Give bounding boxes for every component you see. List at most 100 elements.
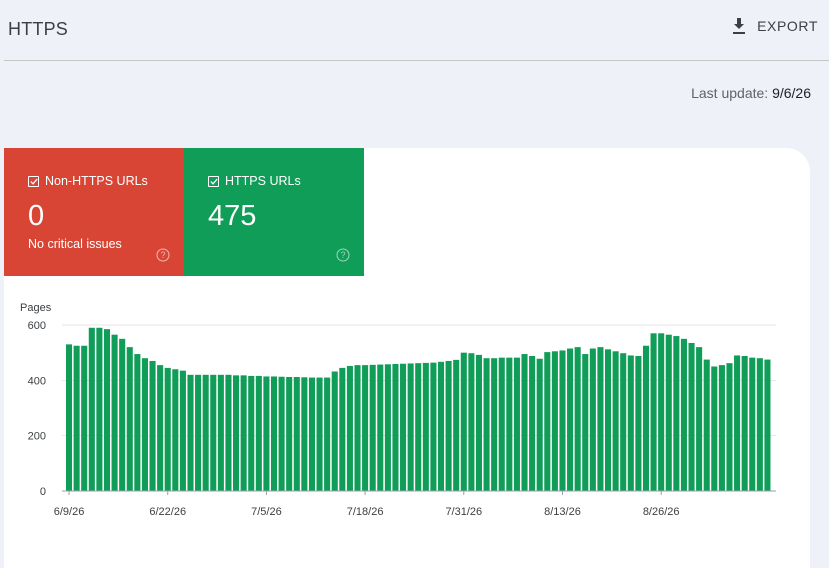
bar (164, 367, 171, 491)
bar (111, 334, 118, 491)
bar (293, 377, 300, 491)
bar (96, 327, 103, 491)
bar (718, 365, 725, 491)
y-tick-label: 0 (40, 486, 46, 498)
bar (369, 364, 376, 491)
bar (270, 376, 278, 491)
bar (483, 358, 490, 491)
tile-value: 0 (28, 200, 45, 232)
y-tick-label: 400 (28, 375, 46, 387)
bar (491, 358, 498, 491)
bar (66, 344, 73, 491)
bar (551, 351, 558, 491)
svg-text:?: ? (340, 250, 345, 260)
tile-https-urls[interactable]: HTTPS URLs 475 ? (184, 148, 364, 276)
bar (149, 360, 156, 491)
x-tick-label: 6/9/26 (54, 506, 85, 518)
bar (680, 338, 687, 491)
bar (460, 352, 467, 491)
bar (620, 353, 627, 491)
tile-non-https-urls[interactable]: Non-HTTPS URLs 0 No critical issues ? (4, 148, 184, 276)
page-title: HTTPS (8, 19, 69, 39)
bar (255, 375, 262, 491)
bar (134, 354, 141, 491)
bar (696, 347, 703, 491)
bar (187, 374, 194, 491)
bar (81, 345, 88, 491)
bar (475, 354, 483, 491)
bar (339, 367, 346, 491)
bar (437, 361, 445, 491)
bar (217, 374, 224, 491)
bar (635, 355, 642, 491)
bar (392, 364, 399, 491)
bar (650, 333, 657, 491)
tile-value: 475 (208, 200, 257, 232)
bar (749, 357, 756, 491)
bar (415, 363, 422, 491)
checkbox-checked-icon[interactable] (28, 175, 39, 187)
bar (536, 358, 543, 491)
bar (453, 359, 460, 491)
bar (240, 375, 247, 491)
bar (195, 374, 202, 491)
bar (119, 338, 126, 491)
y-axis-label: Pages (20, 302, 52, 314)
checkbox-checked-icon[interactable] (208, 175, 219, 187)
bar (658, 333, 665, 491)
download-icon (731, 17, 747, 35)
bar (445, 360, 452, 491)
bar (741, 355, 748, 491)
bar (377, 364, 384, 491)
bar (665, 334, 672, 491)
bar (278, 376, 285, 491)
bar (126, 347, 133, 491)
https-pages-chart: Pages 0 200 400 600 6/9/26 6/22/26 7/5/26 7/18/2… (20, 302, 776, 518)
help-icon[interactable]: ? (336, 248, 350, 262)
y-tick-label: 200 (28, 431, 46, 443)
help-icon[interactable]: ? (156, 248, 170, 262)
x-tick-label: 6/22/26 (149, 506, 186, 518)
bar (673, 336, 680, 491)
bar (734, 355, 741, 491)
export-button[interactable]: EXPORT (731, 17, 818, 35)
last-update-label: Last update: (691, 85, 769, 101)
bar (202, 374, 209, 491)
bar (324, 377, 331, 491)
bar (529, 355, 536, 491)
bar (263, 376, 270, 491)
bar (430, 362, 437, 491)
x-tick-label: 8/26/26 (643, 506, 680, 518)
tile-label: Non-HTTPS URLs (45, 174, 148, 188)
bar (73, 345, 80, 491)
bar (179, 370, 186, 491)
bar (225, 374, 232, 491)
export-label: EXPORT (757, 18, 818, 34)
bar (88, 327, 95, 491)
tile-label: HTTPS URLs (225, 174, 301, 188)
bar (407, 363, 414, 491)
last-update-date: 9/6/26 (772, 85, 811, 101)
bar (582, 354, 589, 491)
bar (498, 357, 505, 491)
bar (157, 365, 164, 491)
bar (627, 355, 634, 491)
bar (589, 348, 596, 491)
bar (331, 371, 338, 491)
bar (574, 347, 581, 491)
x-tick-label: 7/18/26 (347, 506, 384, 518)
bar (544, 352, 551, 491)
bar (597, 347, 604, 491)
bar (612, 351, 619, 491)
header-divider (4, 60, 829, 61)
x-tick-label: 7/5/26 (251, 506, 282, 518)
x-tick-label: 7/31/26 (445, 506, 482, 518)
bar (233, 375, 240, 491)
bar (506, 357, 513, 491)
bar (559, 350, 566, 491)
bar (711, 366, 718, 491)
bar (308, 377, 315, 491)
bar (210, 374, 217, 491)
svg-text:?: ? (160, 250, 165, 260)
bar (521, 354, 528, 491)
